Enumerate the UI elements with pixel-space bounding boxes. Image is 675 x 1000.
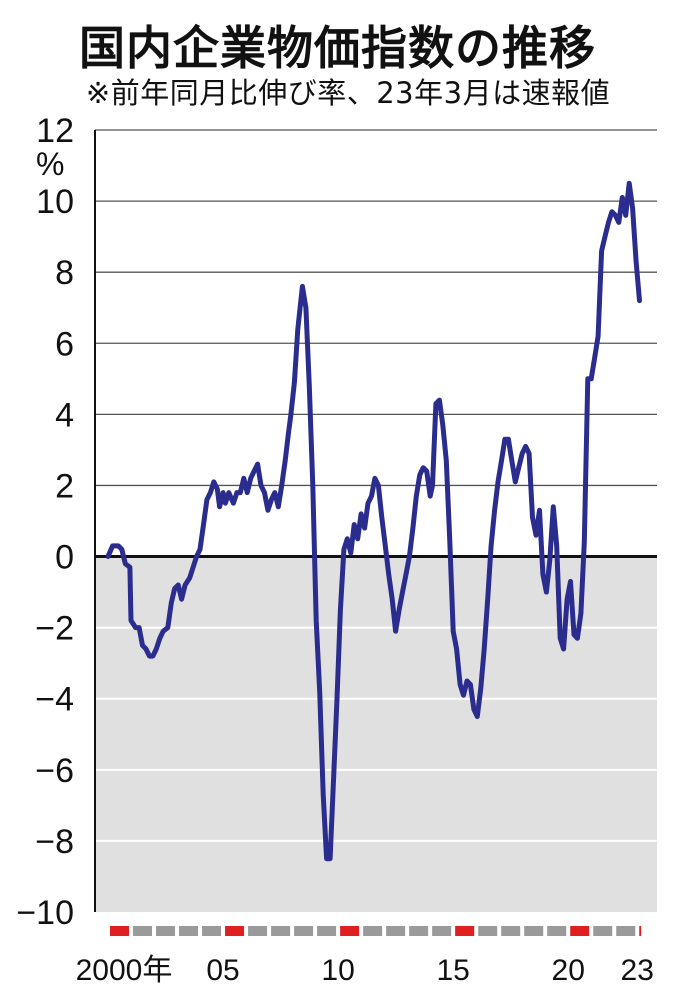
year-segment-2018 [524,926,544,936]
chart-title: 国内企業物価指数の推移 [79,21,596,75]
y-unit-label: % [36,146,64,182]
x-tick-label-3: 15 [436,954,469,987]
y-tick-label-8: −4 [35,681,74,719]
y-tick-label-10: −8 [35,823,74,861]
year-segment-2013 [409,926,429,936]
year-segment-2006 [248,926,268,936]
x-tick-label-0: 2000年 [76,954,173,987]
year-segment-2010 [340,926,360,936]
year-segment-2022 [616,926,636,936]
x-tick-label-2: 10 [321,954,354,987]
y-tick-label-11: −10 [16,894,74,932]
year-segment-2009 [317,926,337,936]
x-tick-labels: 2000年 05 10 15 20 23 [76,954,654,987]
y-tick-label-3: 6 [55,325,74,363]
y-tick-label-2: 8 [55,254,74,292]
year-segment-2012 [386,926,406,936]
year-segment-2023 [639,926,642,936]
year-segment-2014 [432,926,452,936]
y-tick-label-5: 2 [55,467,74,505]
series-line [105,180,642,862]
year-segment-2007 [271,926,291,936]
year-segment-2019 [547,926,567,936]
year-segment-2020 [570,926,590,936]
year-segment-2005 [225,926,245,936]
year-segment-2008 [294,926,314,936]
y-tick-label-9: −6 [35,752,74,790]
x-tick-label-5: 23 [621,954,654,987]
y-tick-label-6: 0 [55,539,74,577]
year-segment-2002 [156,926,176,936]
negative-region-band [95,556,657,912]
x-tick-label-1: 05 [206,954,239,987]
year-segment-2003 [179,926,199,936]
x-tick-label-4: 20 [552,954,585,987]
year-segment-2017 [501,926,521,936]
year-segment-2000 [110,926,130,936]
year-segment-2001 [133,926,153,936]
chart-subtitle: ※前年同月比伸び率、23年3月は速報値 [85,76,611,110]
y-tick-labels: 12 10 8 6 4 2 0 −2 −4 −6 −8 −10 [16,112,74,932]
year-bar [110,926,642,936]
y-tick-label-7: −2 [35,610,74,648]
year-segment-2011 [363,926,383,936]
year-segment-2015 [455,926,475,936]
gridlines [95,129,657,842]
y-tick-label-1: 10 [36,183,74,221]
year-segment-2004 [202,926,222,936]
year-segment-2016 [478,926,498,936]
y-tick-label-0: 12 [36,112,74,150]
year-segment-2021 [593,926,613,936]
y-tick-label-4: 4 [55,396,74,434]
